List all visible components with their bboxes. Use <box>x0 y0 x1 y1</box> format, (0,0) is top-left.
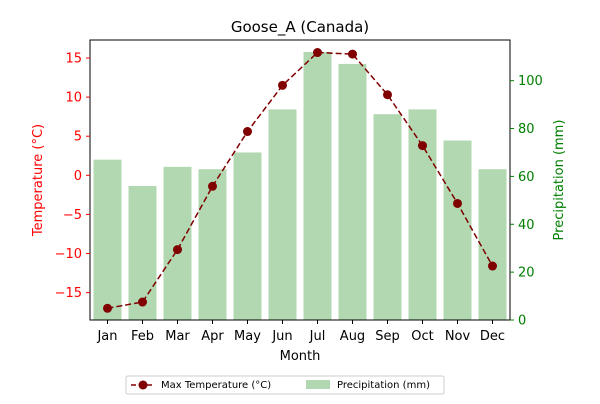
line-layer <box>103 48 497 313</box>
temperature-point-sep <box>383 90 392 100</box>
legend-label-temperature: Max Temperature (°C) <box>161 380 271 391</box>
temperature-point-feb <box>138 297 147 307</box>
x-tick-label: Sep <box>375 329 400 344</box>
temperature-point-apr <box>208 181 217 191</box>
plot-frame <box>89 39 511 321</box>
x-tick-label: Aug <box>340 329 365 344</box>
x-tick-label: May <box>234 329 261 344</box>
temperature-point-jul <box>313 48 322 58</box>
right-tick-label: 60 <box>518 170 535 185</box>
precipitation-bar-may <box>233 152 262 320</box>
right-tick-label: 100 <box>518 74 543 89</box>
x-axis-label: Month <box>280 349 321 364</box>
temperature-point-dec <box>488 261 497 271</box>
legend-bar-swatch <box>306 380 330 389</box>
right-tick-label: 80 <box>518 122 535 137</box>
left-tick-label: −10 <box>55 247 82 262</box>
bars-layer <box>93 51 507 321</box>
x-tick-label: Jul <box>309 329 326 344</box>
x-tick-label: Jun <box>271 329 292 344</box>
temperature-point-jan <box>103 303 112 313</box>
legend-box <box>125 375 445 395</box>
precipitation-bar-jun <box>268 109 297 321</box>
precipitation-bar-aug <box>338 63 367 321</box>
left-tick-label: 5 <box>74 130 82 145</box>
x-tick-label: Mar <box>165 329 190 344</box>
precipitation-bar-dec <box>478 169 507 320</box>
x-axis-ticks: Jan Feb Mar Apr May Jun Jul Aug Sep Oct Nov Dec <box>96 320 505 344</box>
x-tick-label: Jan <box>96 329 117 344</box>
temperature-point-oct <box>418 141 427 151</box>
x-tick-label: Feb <box>131 329 154 344</box>
legend-label-precipitation: Precipitation (mm) <box>337 380 430 391</box>
temperature-point-nov <box>453 198 462 208</box>
right-axis-label: Precipitation (mm) <box>552 120 567 241</box>
x-tick-label: Apr <box>201 329 224 344</box>
temperature-point-may <box>243 127 252 137</box>
legend: Max Temperature (°C) Precipitation (mm) <box>125 375 445 395</box>
left-tick-label: −15 <box>55 286 82 301</box>
temperature-line <box>107 51 494 310</box>
x-tick-label: Oct <box>411 329 433 344</box>
right-axis-ticks: 0 20 40 60 80 100 <box>510 74 543 329</box>
temperature-point-jun <box>278 80 287 90</box>
left-tick-label: 0 <box>74 169 82 184</box>
right-tick-label: 40 <box>518 218 535 233</box>
left-tick-label: 15 <box>65 51 82 66</box>
precipitation-bar-nov <box>443 140 472 320</box>
precipitation-bar-apr <box>198 169 227 320</box>
left-tick-label: −5 <box>63 208 82 223</box>
temperature-point-aug <box>348 49 357 59</box>
precipitation-bar-jul <box>303 51 332 320</box>
left-axis-label: Temperature (°C) <box>31 124 46 237</box>
precipitation-bar-oct <box>408 109 437 321</box>
left-tick-label: 10 <box>65 91 82 106</box>
precipitation-bar-jan <box>93 159 122 320</box>
left-axis-ticks: −15 −10 −5 0 5 10 15 <box>55 51 90 301</box>
x-tick-label: Dec <box>480 329 505 344</box>
precipitation-bar-sep <box>373 114 402 320</box>
temperature-point-mar <box>173 245 182 255</box>
legend-line-marker <box>138 380 148 390</box>
right-tick-label: 20 <box>518 266 535 281</box>
chart-title: Goose_A (Canada) <box>231 18 369 37</box>
x-tick-label: Nov <box>445 329 471 344</box>
right-tick-label: 0 <box>518 314 526 329</box>
precipitation-bar-mar <box>163 166 192 320</box>
